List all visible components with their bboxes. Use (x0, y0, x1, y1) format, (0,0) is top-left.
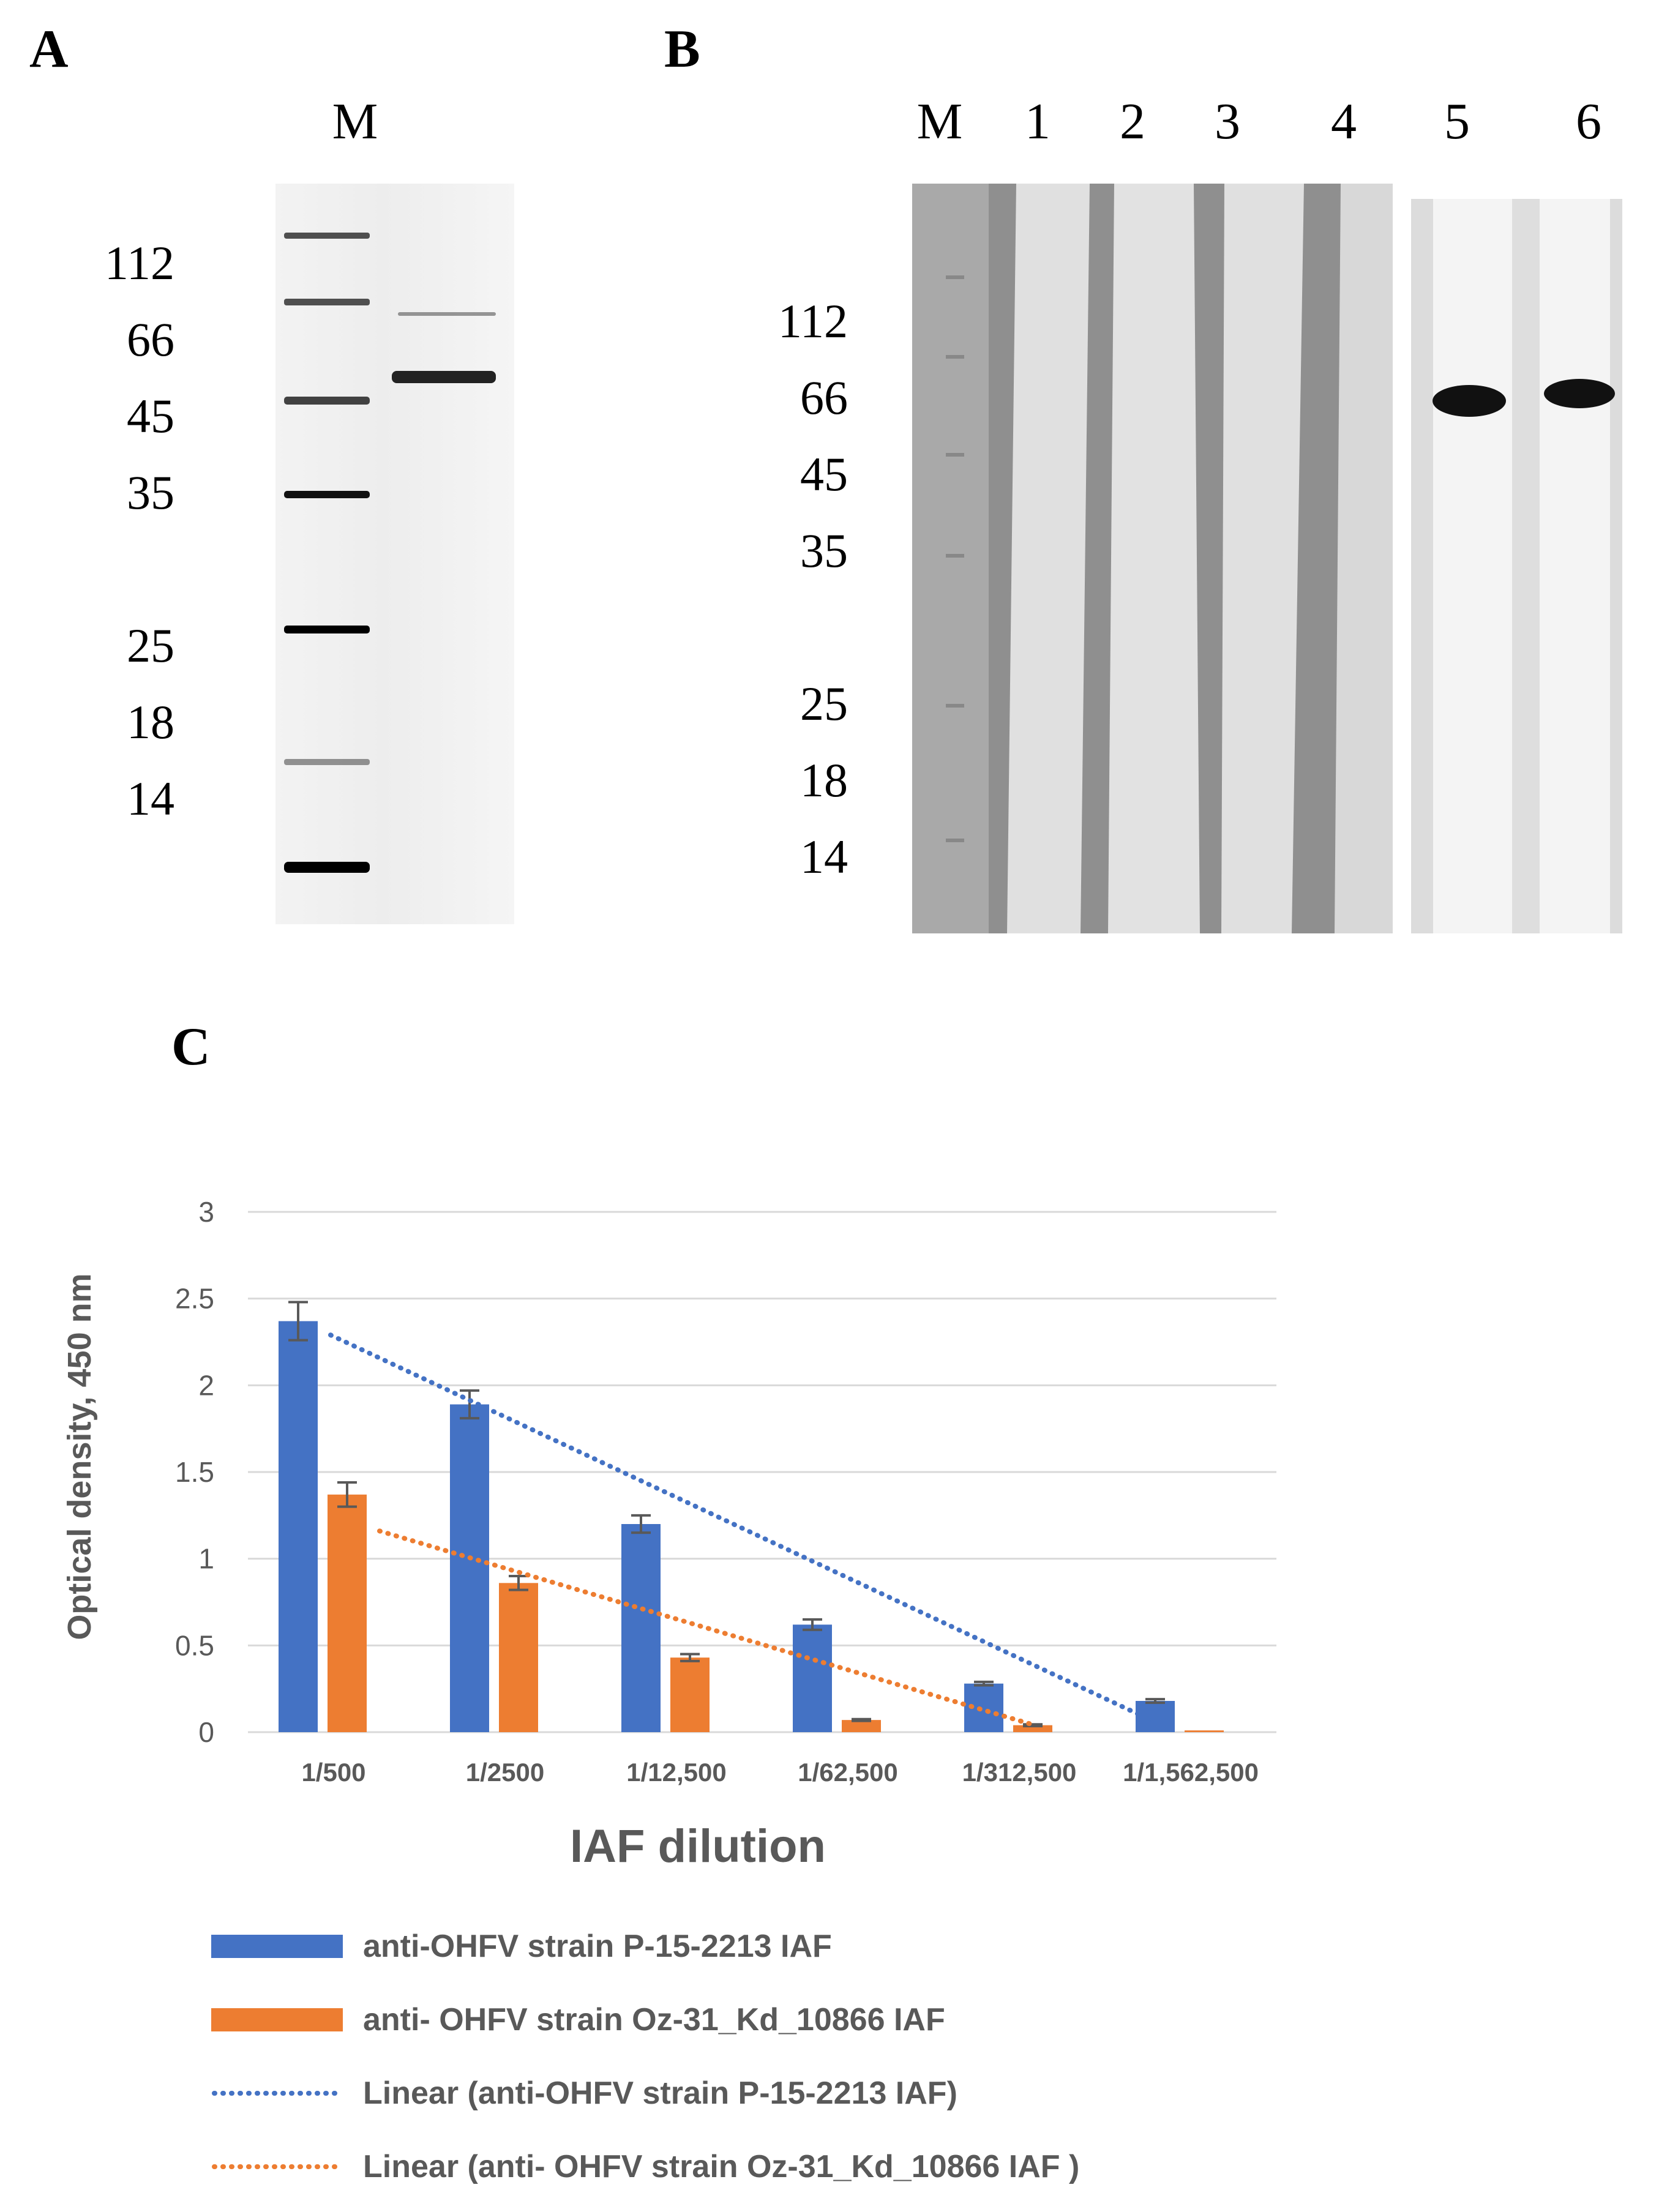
x-tick-label: 1/2500 (466, 1758, 544, 1787)
y-tick-label: 0.5 (175, 1629, 214, 1661)
panel-b-blot-strips-5-6 (1411, 199, 1622, 933)
bar-series-1 (793, 1624, 832, 1732)
panel-b-lane-label-6: 6 (1576, 93, 1601, 150)
y-tick-label: 1.5 (175, 1456, 214, 1488)
panel-b-mw-marker-4: 25 (800, 677, 848, 730)
panel-a-mw-marker-5: 18 (127, 695, 174, 749)
panel-a-lane-label-m: M (332, 93, 378, 150)
panel-b-lane-label-4: 4 (1331, 93, 1357, 150)
x-tick-label: 1/500 (301, 1758, 365, 1787)
x-tick-label: 1/12,500 (626, 1758, 727, 1787)
panel-b-mw-marker-3: 35 (800, 524, 848, 577)
panel-a-mw-marker-1: 66 (127, 313, 174, 366)
x-tick-label: 1/1,562,500 (1123, 1758, 1259, 1787)
x-tick-label: 1/62,500 (798, 1758, 898, 1787)
legend-label: Linear (anti- OHFV strain Oz-31_Kd_10866… (363, 2149, 1079, 2184)
x-tick-label: 1/312,500 (962, 1758, 1077, 1787)
legend-label: anti- OHFV strain Oz-31_Kd_10866 IAF (363, 2002, 945, 2038)
panel-a-mw-marker-4: 25 (127, 619, 174, 672)
bar-series-2 (842, 1720, 881, 1732)
panel-a-mw-marker-0: 112 (104, 236, 174, 290)
panel-a-mw-marker-2: 45 (127, 389, 174, 443)
panel-b-blot-strips-1-4 (912, 184, 1393, 933)
panel-b-mw-marker-1: 66 (800, 371, 848, 424)
legend-swatch-series-1 (211, 1935, 343, 1958)
panel-b-mw-marker-2: 45 (800, 447, 848, 501)
panel-b-lane-label-5: 5 (1444, 93, 1470, 150)
trendline-1 (328, 1332, 1172, 1732)
legend-label: Linear (anti-OHFV strain P-15-2213 IAF) (363, 2076, 957, 2111)
panel-a-letter: A (29, 20, 69, 79)
panel-b-lane-label-2: 2 (1120, 93, 1145, 150)
bar-series-1 (450, 1404, 489, 1732)
panel-c-letter: C (171, 1017, 211, 1077)
bar-series-2 (670, 1657, 710, 1732)
bar-series-1 (621, 1524, 661, 1732)
panel-b-lane-label-1: 1 (1025, 93, 1051, 150)
y-tick-label: 1 (198, 1543, 214, 1575)
panel-b-mw-marker-5: 18 (800, 753, 848, 807)
panel-b-lane-label-3: 3 (1215, 93, 1240, 150)
y-tick-label: 2 (198, 1369, 214, 1401)
panel-b-letter: B (664, 20, 700, 79)
panel-b-mw-marker-6: 14 (800, 830, 848, 883)
y-axis-label: Optical density, 450 nm (61, 1273, 98, 1640)
elisa-bar-chart: 0 0.5 1 1.5 2 2.5 3 1/500 1/2500 1/12,500 1/62,50… (61, 1196, 1276, 2184)
legend-label: anti-OHFV strain P-15-2213 IAF (363, 1929, 832, 1964)
legend-swatch-series-2 (211, 2008, 343, 2031)
panel-a-mw-marker-3: 35 (127, 466, 174, 519)
y-tick-label: 3 (198, 1196, 214, 1228)
panel-a-mw-marker-6: 14 (127, 772, 174, 825)
panel-a-gel-image (275, 184, 514, 924)
bar-series-2 (1185, 1730, 1224, 1732)
x-axis-label: IAF dilution (570, 1820, 826, 1872)
bar-series-2 (1013, 1725, 1052, 1732)
bar-series-2 (328, 1494, 367, 1732)
bar-series-2 (499, 1583, 538, 1732)
y-tick-label: 0 (198, 1716, 214, 1748)
y-tick-label: 2.5 (175, 1283, 214, 1315)
panel-b-mw-marker-0: 112 (777, 294, 848, 348)
panel-b-lane-label-0: M (916, 93, 963, 150)
bar-series-1 (279, 1321, 318, 1732)
trendline-2 (377, 1528, 1037, 1728)
